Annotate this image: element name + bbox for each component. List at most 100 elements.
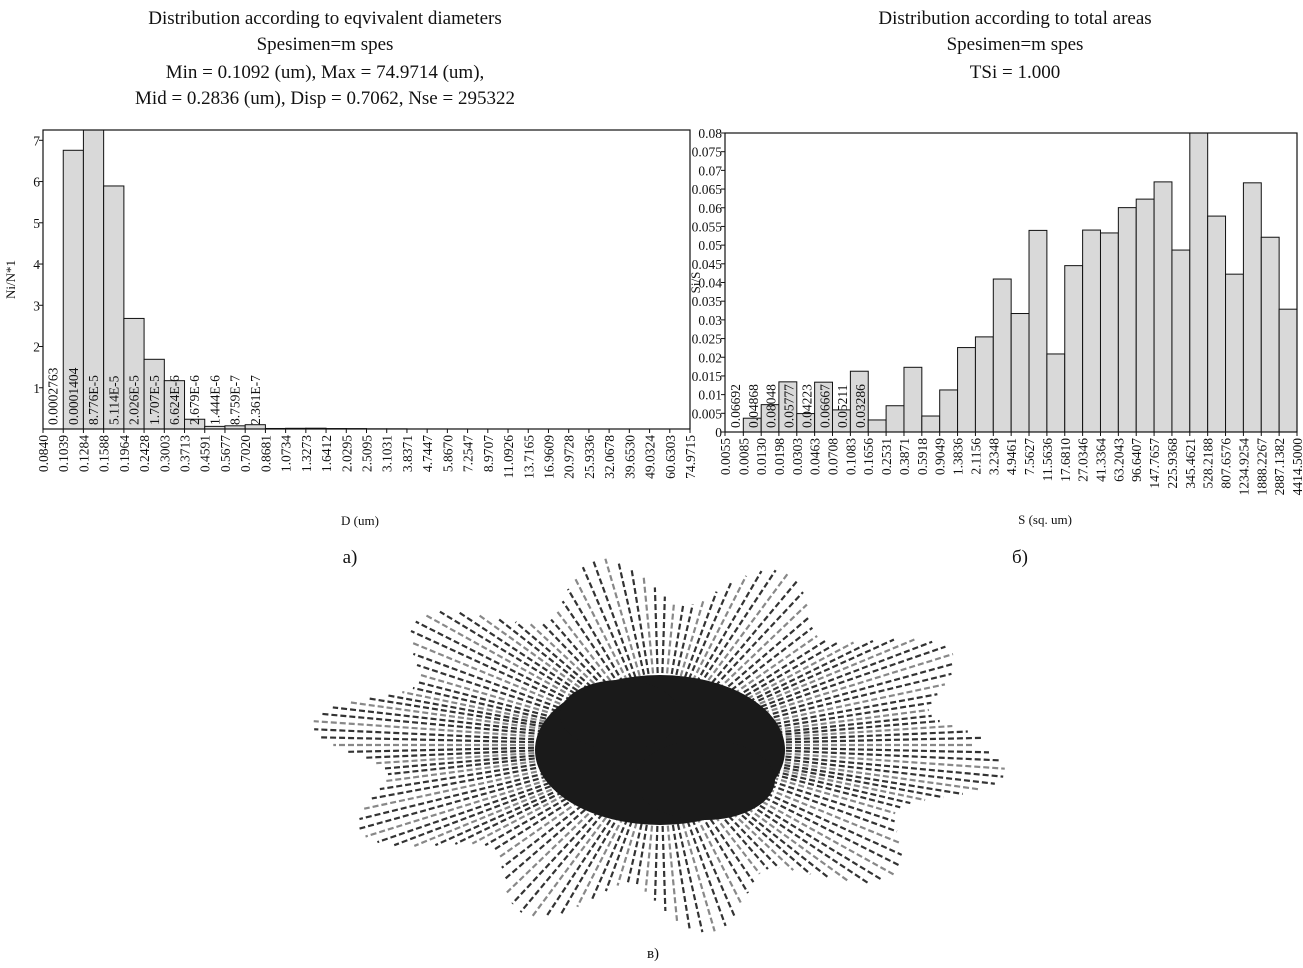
value-label: 0.06692 — [728, 384, 743, 428]
x-axis-label: S (sq. um) — [1018, 512, 1072, 527]
x-tick-label: 17.6810 — [1058, 438, 1073, 482]
value-label: 2.361E-7 — [248, 375, 263, 425]
bar — [1261, 237, 1279, 432]
value-label: 1.707E-5 — [147, 375, 162, 425]
x-tick-label: 0.1964 — [117, 435, 132, 472]
x-tick-label: 16.9609 — [541, 435, 556, 479]
value-label: 0.003222 — [442, 377, 457, 428]
value-label: 0.05403 — [657, 384, 672, 428]
y-tick-label: 0.05 — [698, 238, 722, 253]
value-label: 0.03286 — [853, 384, 868, 428]
x-tick-label: 0.1588 — [97, 435, 112, 472]
y-tick-label: 0.04 — [698, 276, 722, 291]
x-tick-label: 96.6407 — [1129, 438, 1144, 482]
x-tick-label: 3.1031 — [380, 435, 395, 472]
bar — [993, 279, 1011, 432]
y-tick-label: 0.02 — [698, 350, 722, 365]
value-label: 0.000869 — [5, 374, 20, 425]
y-tick-label: 0.055 — [692, 219, 723, 234]
x-tick-label: 0.5918 — [915, 438, 930, 475]
y-tick-label: 0.065 — [692, 182, 723, 197]
y-tick-label: 0.08 — [698, 126, 722, 141]
value-label: 0.04223 — [799, 384, 814, 428]
x-tick-label: 2.0295 — [339, 435, 354, 472]
x-tick-label: 0.1284 — [76, 435, 91, 472]
bar — [1083, 230, 1101, 432]
bar — [1065, 266, 1083, 432]
x-tick-label: 0.0708 — [825, 438, 840, 475]
x-tick-label: 32.0678 — [602, 435, 617, 479]
x-tick-label: 0.7020 — [238, 435, 253, 472]
y-tick-label: 5 — [33, 216, 40, 231]
x-tick-label: 25.9336 — [582, 435, 597, 479]
y-tick-label: 0.075 — [692, 145, 723, 160]
x-axis-label: D (um) — [341, 513, 379, 528]
x-tick-label: 1888.2267 — [1254, 438, 1269, 496]
value-label: 0.04451 — [639, 384, 654, 428]
bar — [1029, 230, 1047, 432]
x-tick-label: 41.3364 — [1093, 438, 1108, 482]
x-tick-label: 4.9461 — [1004, 438, 1019, 475]
x-tick-label: 0.9049 — [933, 438, 948, 475]
x-tick-label: 0.0130 — [754, 438, 769, 475]
x-tick-label: 0.0463 — [808, 438, 823, 475]
y-tick-label: 3 — [33, 298, 40, 313]
x-tick-label: 0.3871 — [897, 438, 912, 475]
value-label: 0.04093 — [567, 384, 582, 428]
value-label: 0.08048 — [764, 384, 779, 428]
chart-title: Spesimen=m spes — [947, 34, 1084, 55]
value-label: 8.776E-5 — [86, 375, 101, 425]
value-label: 5.114E-5 — [106, 375, 121, 425]
x-tick-label: 39.6530 — [622, 435, 637, 479]
figure: a) б) в) Distribution according to eqviv… — [0, 0, 1303, 968]
bar — [1243, 183, 1261, 432]
x-tick-label: 1.3273 — [299, 435, 314, 472]
x-tick-label: 49.0324 — [643, 435, 658, 479]
value-label: 0.01125 — [514, 384, 529, 428]
value-label: 0.05211 — [835, 385, 850, 428]
x-tick-label: 0.2428 — [137, 435, 152, 472]
x-tick-label: 2887.1382 — [1272, 438, 1287, 495]
y-tick-label: 1 — [33, 381, 40, 396]
value-label: 0.05394 — [603, 384, 618, 428]
bar — [958, 348, 976, 432]
x-tick-label: 0.0055 — [718, 438, 733, 475]
value-label: 0.0005563 — [25, 367, 40, 425]
bar — [886, 406, 904, 432]
value-label: 0.04868 — [746, 384, 761, 428]
value-label: 0.005916 — [406, 377, 421, 428]
value-label: 0.004931 — [371, 377, 386, 428]
x-tick-label: 1.0734 — [279, 435, 294, 472]
x-tick-label: 74.9715 — [683, 435, 698, 479]
y-tick-label: 0.015 — [692, 369, 723, 384]
value-label: 0.02545 — [549, 384, 564, 428]
value-label: 2.026E-5 — [127, 375, 142, 425]
value-label: 0.0002763 — [46, 367, 61, 425]
x-tick-label: 807.6576 — [1219, 438, 1234, 489]
chart-title: Spesimen=m spes — [257, 34, 394, 55]
x-tick-label: 11.0926 — [501, 435, 516, 479]
x-tick-label: 0.8681 — [258, 435, 273, 472]
bar — [1190, 131, 1208, 432]
caption: a) — [343, 547, 358, 568]
x-tick-label: 7.5627 — [1022, 438, 1037, 475]
plot: 0.0036930.007320.013420.0049310.013330.0… — [317, 131, 1297, 432]
x-tick-label: 1.3836 — [951, 438, 966, 475]
x-tick-label: 0.1039 — [56, 435, 71, 472]
x-tick-label: 27.0346 — [1076, 438, 1091, 482]
x-tick-label: 5.8670 — [440, 435, 455, 472]
value-label: 0.05326 — [674, 384, 689, 428]
x-tick-label: 63.2043 — [1111, 438, 1126, 482]
x-tick-label: 147.7657 — [1147, 438, 1162, 489]
bar — [1136, 199, 1154, 432]
chart-title: Distribution according to eqvivalent dia… — [148, 8, 502, 29]
value-label: 0.01626 — [424, 384, 439, 428]
x-tick-label: 345.4621 — [1183, 438, 1198, 489]
value-label: 0.004277 — [496, 377, 511, 428]
y-tick-label: 0.01 — [698, 388, 722, 403]
caption: б) — [1012, 547, 1028, 568]
y-tick-label: 0.005 — [692, 406, 723, 421]
x-tick-label: 2.1156 — [968, 438, 983, 475]
x-tick-label: 0.0303 — [790, 438, 805, 475]
x-tick-label: 0.2531 — [879, 438, 894, 475]
